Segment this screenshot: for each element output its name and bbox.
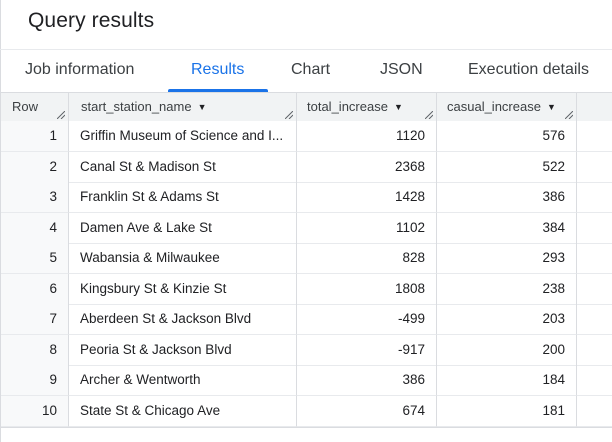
column-resize-grip-icon[interactable] [285, 111, 293, 119]
row-filler [577, 243, 612, 274]
column-header-label: start_station_name [81, 99, 192, 114]
row-number-cell[interactable]: 10 [1, 395, 69, 427]
panel-left-border [0, 0, 1, 442]
title-divider [0, 49, 612, 50]
start-station-name-cell[interactable]: State St & Chicago Ave [69, 395, 297, 427]
table-row[interactable]: 9 Archer & Wentworth 386 184 [1, 365, 612, 396]
casual-increase-cell[interactable]: 200 [437, 334, 577, 366]
tabs-divider [0, 92, 612, 93]
casual-increase-cell[interactable]: 184 [437, 365, 577, 396]
row-number-cell[interactable]: 5 [1, 243, 69, 274]
column-header-casual-increase[interactable]: casual_increase ▼ [437, 93, 577, 121]
total-increase-cell[interactable]: 386 [297, 365, 437, 396]
start-station-name-cell[interactable]: Griffin Museum of Science and I... [69, 121, 297, 152]
table-row[interactable]: 7 Aberdeen St & Jackson Blvd -499 203 [1, 304, 612, 335]
row-number-cell[interactable]: 4 [1, 212, 69, 244]
start-station-name-cell[interactable]: Damen Ave & Lake St [69, 212, 297, 244]
column-header-label: casual_increase [447, 99, 541, 114]
row-filler [577, 152, 612, 183]
arrow-drop-down-icon[interactable]: ▼ [393, 102, 403, 112]
total-increase-cell[interactable]: 2368 [297, 151, 437, 183]
row-filler [577, 304, 612, 335]
total-increase-cell[interactable]: 1120 [297, 121, 437, 152]
active-tab-indicator [168, 89, 268, 92]
arrow-drop-down-icon[interactable]: ▼ [197, 102, 207, 112]
table-row[interactable]: 6 Kingsbury St & Kinzie St 1808 238 [1, 273, 612, 305]
tab-json[interactable]: JSON [380, 61, 423, 78]
tab-execution-details[interactable]: Execution details [468, 61, 589, 78]
column-header-label: Row [12, 99, 39, 114]
row-filler [577, 182, 612, 213]
total-increase-cell[interactable]: 1808 [297, 273, 437, 305]
start-station-name-cell[interactable]: Kingsbury St & Kinzie St [69, 273, 297, 305]
row-number-cell[interactable]: 6 [1, 273, 69, 305]
column-resize-grip-icon[interactable] [57, 111, 65, 119]
total-increase-cell[interactable]: 1428 [297, 182, 437, 213]
row-number-cell[interactable]: 7 [1, 304, 69, 335]
start-station-name-cell[interactable]: Franklin St & Adams St [69, 182, 297, 213]
row-filler [577, 335, 612, 366]
column-header-label: total_increase [307, 99, 388, 114]
start-station-name-cell[interactable]: Peoria St & Jackson Blvd [69, 334, 297, 366]
page-title: Query results [28, 9, 155, 32]
row-number-cell[interactable]: 3 [1, 182, 69, 213]
column-header-total-increase[interactable]: total_increase ▼ [297, 93, 437, 121]
header-filler [577, 93, 612, 121]
casual-increase-cell[interactable]: 293 [437, 243, 577, 274]
total-increase-cell[interactable]: 828 [297, 243, 437, 274]
table-row[interactable]: 4 Damen Ave & Lake St 1102 384 [1, 212, 612, 244]
table-row[interactable]: 10 State St & Chicago Ave 674 181 [1, 395, 612, 427]
row-filler [577, 121, 612, 152]
table-row[interactable]: 1 Griffin Museum of Science and I... 1120 5… [1, 121, 612, 152]
row-number-cell[interactable]: 1 [1, 121, 69, 152]
total-increase-cell[interactable]: 1102 [297, 212, 437, 244]
table-row[interactable]: 5 Wabansia & Milwaukee 828 293 [1, 243, 612, 274]
row-filler [577, 365, 612, 396]
table-row[interactable]: 8 Peoria St & Jackson Blvd -917 200 [1, 334, 612, 366]
row-filler [577, 274, 612, 305]
casual-increase-cell[interactable]: 238 [437, 273, 577, 305]
column-header-row[interactable]: Row [1, 93, 69, 121]
column-header-start-station-name[interactable]: start_station_name ▼ [69, 93, 297, 121]
column-resize-grip-icon[interactable] [565, 111, 573, 119]
casual-increase-cell[interactable]: 386 [437, 182, 577, 213]
row-number-cell[interactable]: 8 [1, 334, 69, 366]
row-filler [577, 396, 612, 427]
table-bottom-border [0, 427, 612, 428]
tab-job-information[interactable]: Job information [25, 61, 135, 78]
tab-results[interactable]: Results [191, 61, 245, 78]
start-station-name-cell[interactable]: Aberdeen St & Jackson Blvd [69, 304, 297, 335]
start-station-name-cell[interactable]: Canal St & Madison St [69, 151, 297, 183]
table-row[interactable]: 2 Canal St & Madison St 2368 522 [1, 151, 612, 183]
tab-chart[interactable]: Chart [291, 61, 331, 78]
total-increase-cell[interactable]: -917 [297, 334, 437, 366]
start-station-name-cell[interactable]: Archer & Wentworth [69, 365, 297, 396]
results-tabs: Job information Results Chart JSON Execu… [0, 50, 612, 92]
column-resize-grip-icon[interactable] [425, 111, 433, 119]
arrow-drop-down-icon[interactable]: ▼ [546, 102, 556, 112]
total-increase-cell[interactable]: 674 [297, 395, 437, 427]
row-filler [577, 213, 612, 244]
row-number-cell[interactable]: 9 [1, 365, 69, 396]
casual-increase-cell[interactable]: 576 [437, 121, 577, 152]
casual-increase-cell[interactable]: 384 [437, 212, 577, 244]
casual-increase-cell[interactable]: 522 [437, 151, 577, 183]
start-station-name-cell[interactable]: Wabansia & Milwaukee [69, 243, 297, 274]
casual-increase-cell[interactable]: 181 [437, 395, 577, 427]
casual-increase-cell[interactable]: 203 [437, 304, 577, 335]
table-row[interactable]: 3 Franklin St & Adams St 1428 386 [1, 182, 612, 213]
row-number-cell[interactable]: 2 [1, 151, 69, 183]
total-increase-cell[interactable]: -499 [297, 304, 437, 335]
